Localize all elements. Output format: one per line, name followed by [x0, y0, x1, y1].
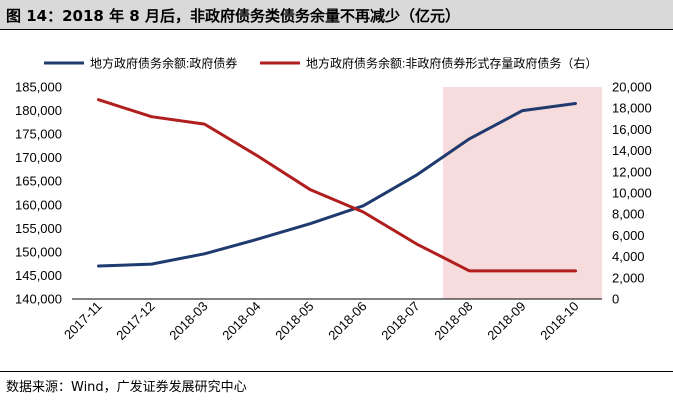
- line-chart: 140,000 145,000 150,000 155,000 160,000 165,0…: [15, 56, 652, 343]
- y-right-tick-label: 0: [612, 292, 619, 307]
- source-divider: [0, 371, 673, 372]
- y-left-tick-label: 140,000: [15, 292, 62, 307]
- y-left-tick-label: 170,000: [15, 150, 62, 165]
- legend-label-2: 地方政府债务余额:非政府债券形式存量政府债务（右）: [306, 56, 597, 71]
- x-tick-label: 2018-07: [378, 299, 422, 343]
- x-tick-label: 2018-04: [219, 299, 263, 343]
- y-left-tick-label: 145,000: [15, 268, 62, 283]
- x-tick-label: 2018-08: [431, 299, 475, 343]
- y-right-tick-label: 14,000: [612, 143, 652, 158]
- y-left-tick-label: 150,000: [15, 244, 62, 259]
- y-right-tick-label: 4,000: [612, 249, 645, 264]
- title-divider: [0, 29, 673, 30]
- y-left-tick-label: 165,000: [15, 174, 62, 189]
- series-line-1: [97, 102, 577, 268]
- y-right-tick-label: 8,000: [612, 207, 645, 222]
- y-right-tick-label: 6,000: [612, 228, 645, 243]
- x-tick-label: 2018-10: [537, 299, 581, 343]
- y-left-tick-label: 175,000: [15, 127, 62, 142]
- figure-title: 图 14：2018 年 8 月后，非政府债务类债务余量不再减少（亿元）: [6, 7, 460, 25]
- y-left-tick-label: 160,000: [15, 197, 62, 212]
- y-right-tick-label: 18,000: [612, 101, 652, 116]
- highlight-band: [443, 87, 602, 299]
- y-right-tick-label: 16,000: [612, 122, 652, 137]
- y-left-tick-label: 185,000: [15, 80, 62, 95]
- y-right-tick-label: 12,000: [612, 164, 652, 179]
- y-right-tick-label: 10,000: [612, 186, 652, 201]
- y-right-tick-label: 20,000: [612, 80, 652, 95]
- y-left-tick-label: 180,000: [15, 103, 62, 118]
- x-tick-label: 2018-05: [272, 299, 316, 343]
- x-tick-label: 2017-11: [61, 299, 105, 343]
- legend-label-1: 地方政府债务余额:政府债券: [90, 56, 237, 71]
- x-tick-label: 2018-09: [484, 299, 528, 343]
- x-tick-label: 2018-03: [166, 299, 210, 343]
- figure-title-bar: [0, 0, 673, 29]
- source-note: 数据来源：Wind，广发证券发展研究中心: [6, 380, 247, 395]
- y-right-tick-label: 2,000: [612, 270, 645, 285]
- x-tick-label: 2018-06: [325, 299, 369, 343]
- x-tick-label: 2017-12: [113, 299, 157, 343]
- y-left-tick-label: 155,000: [15, 221, 62, 236]
- series-line-2: [97, 98, 577, 273]
